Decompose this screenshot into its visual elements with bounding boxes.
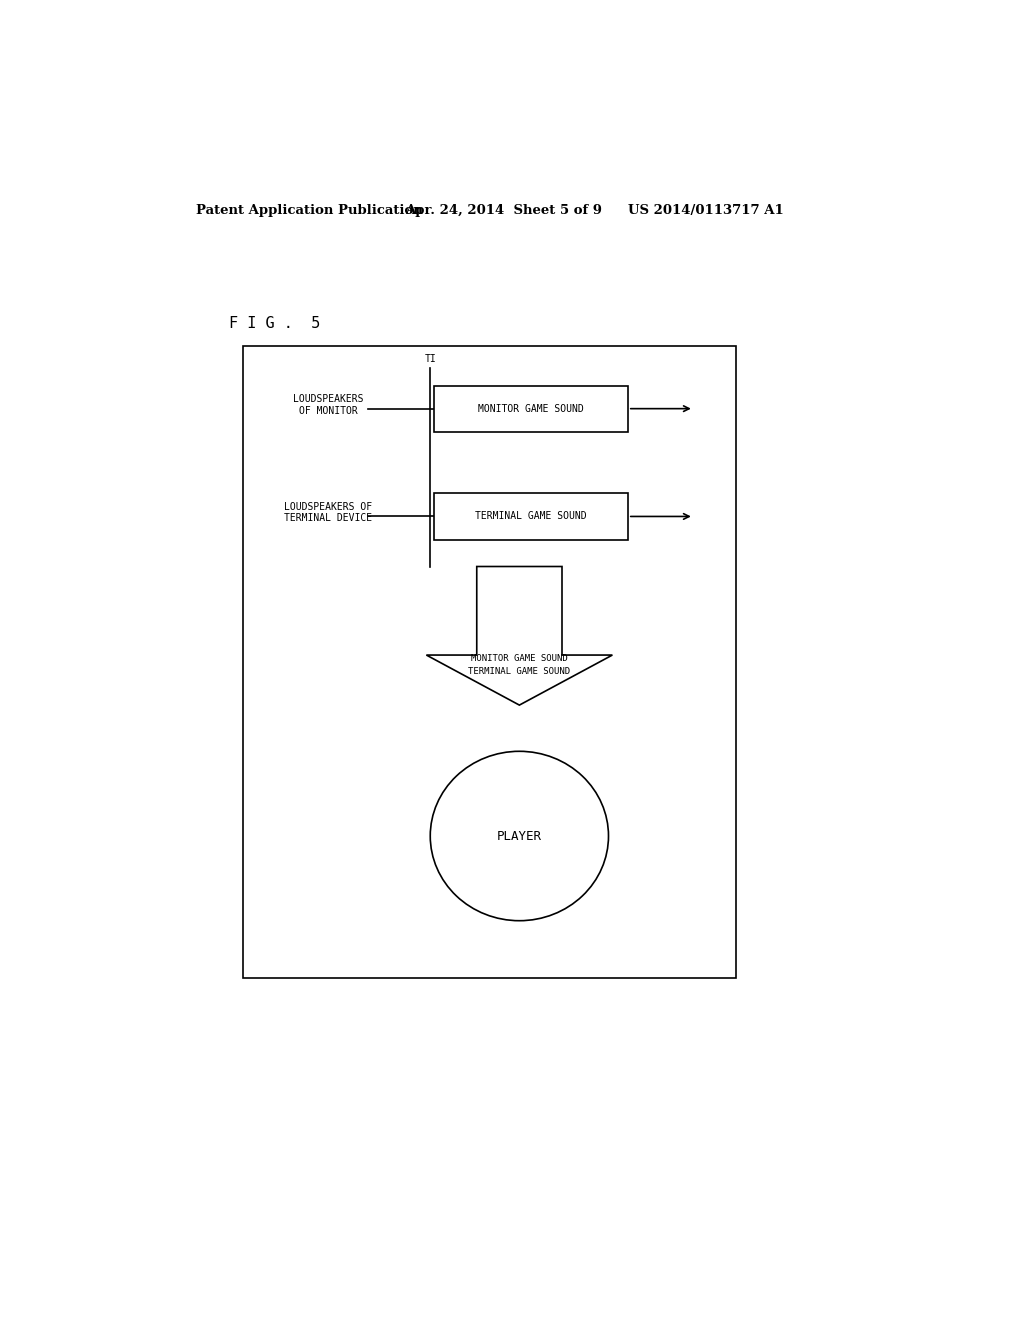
Text: Apr. 24, 2014  Sheet 5 of 9: Apr. 24, 2014 Sheet 5 of 9 bbox=[406, 205, 602, 218]
Text: MONITOR GAME SOUND: MONITOR GAME SOUND bbox=[471, 655, 567, 664]
Bar bbox=[434, 494, 628, 540]
Polygon shape bbox=[426, 566, 612, 705]
Bar bbox=[243, 346, 736, 978]
Bar bbox=[434, 385, 628, 432]
Text: LOUDSPEAKERS OF
TERMINAL DEVICE: LOUDSPEAKERS OF TERMINAL DEVICE bbox=[284, 502, 372, 524]
Text: TI: TI bbox=[424, 354, 436, 363]
Text: TERMINAL GAME SOUND: TERMINAL GAME SOUND bbox=[468, 667, 570, 676]
Text: PLAYER: PLAYER bbox=[497, 829, 542, 842]
Text: MONITOR GAME SOUND: MONITOR GAME SOUND bbox=[478, 404, 584, 413]
Text: TERMINAL GAME SOUND: TERMINAL GAME SOUND bbox=[475, 511, 587, 521]
Ellipse shape bbox=[430, 751, 608, 921]
Text: LOUDSPEAKERS
OF MONITOR: LOUDSPEAKERS OF MONITOR bbox=[293, 393, 364, 416]
Text: F I G .  5: F I G . 5 bbox=[228, 317, 319, 331]
Text: US 2014/0113717 A1: US 2014/0113717 A1 bbox=[628, 205, 783, 218]
Text: Patent Application Publication: Patent Application Publication bbox=[197, 205, 423, 218]
